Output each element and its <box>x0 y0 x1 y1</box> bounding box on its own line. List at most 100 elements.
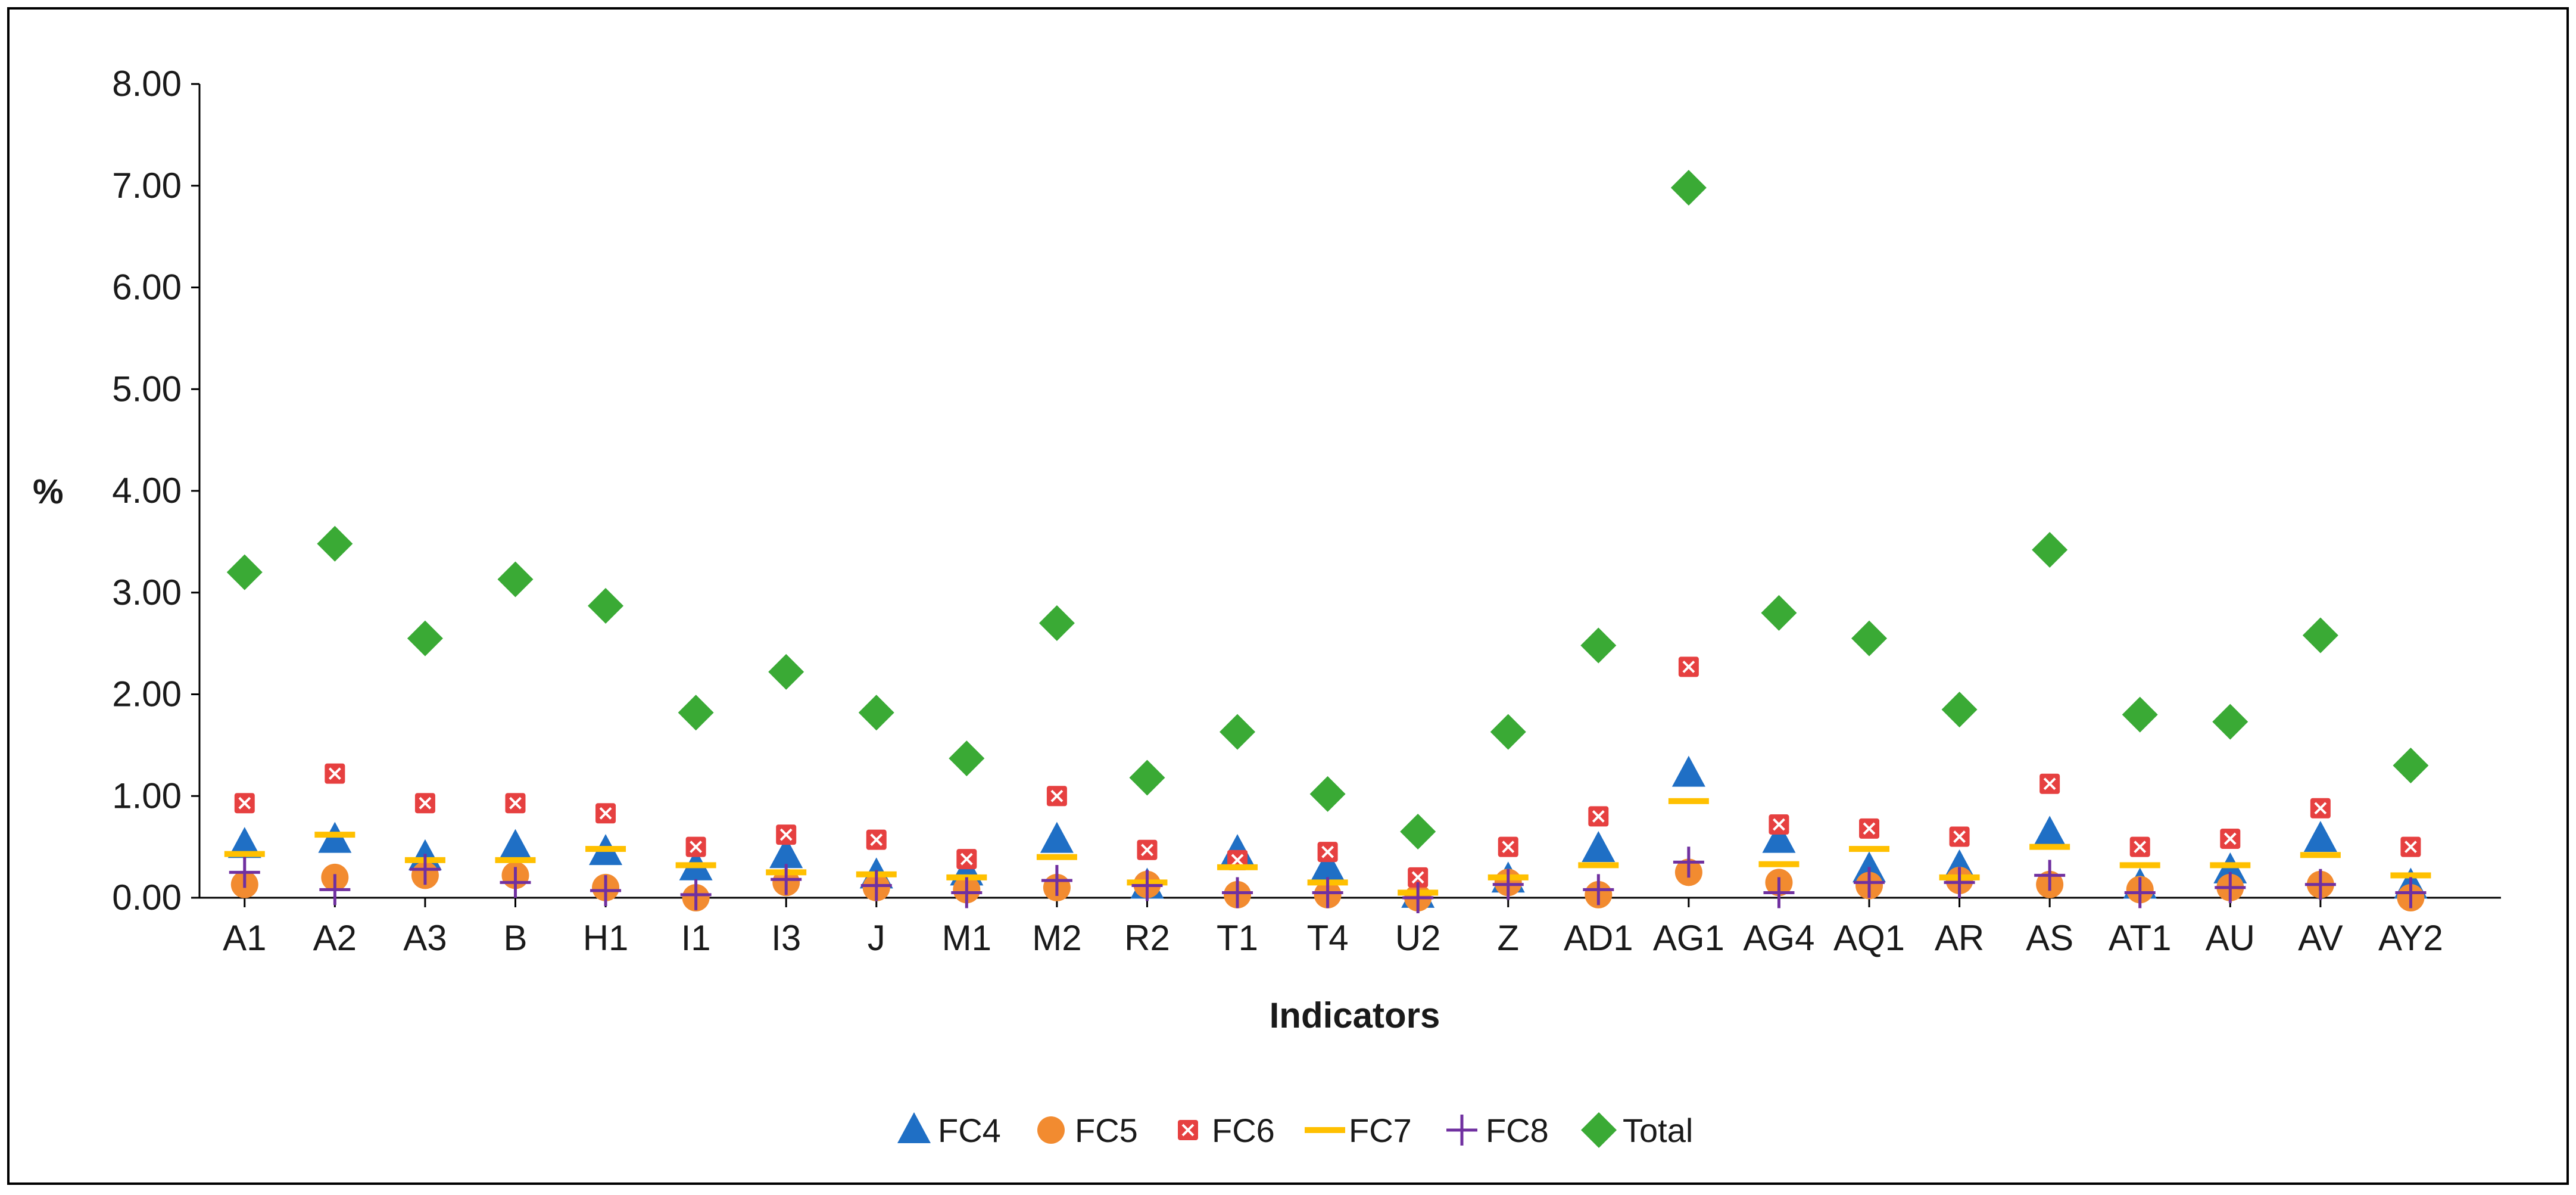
x-tick-label: AR <box>1935 918 1984 958</box>
x-tick-label: A2 <box>313 918 357 958</box>
x-tick-label: A1 <box>223 918 266 958</box>
point-fc6-m1 <box>956 849 977 870</box>
point-total-ay2 <box>2393 748 2429 784</box>
legend-marker-fc6 <box>1178 1120 1198 1140</box>
x-tick-label: T1 <box>1217 918 1258 958</box>
point-fc6-aq1-x <box>1863 822 1876 835</box>
point-fc6-a2-x <box>328 767 341 780</box>
point-total-ar <box>1941 692 1978 728</box>
point-fc6-j <box>866 829 887 850</box>
x-tick-label: Z <box>1497 918 1519 958</box>
point-fc6-au-x <box>2223 832 2237 845</box>
point-fc6-ag4 <box>1769 814 1789 835</box>
point-fc7-aq1 <box>1849 846 1890 852</box>
point-fc6-ag4-x <box>1773 818 1785 831</box>
x-tick-label: R2 <box>1124 918 1170 958</box>
legend: FC4 FC5 FC6 FC7 FC8 Total <box>897 1112 1693 1149</box>
legend-item-fc8: FC8 <box>1446 1112 1549 1149</box>
point-fc7-h1 <box>585 846 626 852</box>
legend-item-fc5: FC5 <box>1037 1112 1138 1149</box>
point-fc4-t4 <box>1311 849 1345 880</box>
point-fc4-m2 <box>1040 821 1074 853</box>
point-fc6-u2 <box>1408 867 1429 888</box>
point-fc7-ag4 <box>1758 861 1800 867</box>
x-tick-label: U2 <box>1395 918 1441 958</box>
point-fc8-a2 <box>319 874 351 905</box>
point-fc8-t1 <box>1222 877 1253 908</box>
series-total <box>226 170 2429 850</box>
point-fc4-i3 <box>769 837 803 869</box>
x-tick-label: H1 <box>583 918 629 958</box>
point-fc6-ad1 <box>1588 806 1609 827</box>
point-fc8-a1 <box>229 857 260 888</box>
x-tick-label: AY2 <box>2378 918 2443 958</box>
point-total-aq1 <box>1851 620 1888 656</box>
point-fc7-a1 <box>224 851 265 857</box>
x-tick-label: A3 <box>403 918 447 958</box>
x-tick-label: AG4 <box>1743 918 1814 958</box>
point-fc7-au <box>2210 862 2251 869</box>
point-total-au <box>2212 704 2248 740</box>
point-fc6-as-x <box>2043 777 2056 791</box>
point-fc8-j <box>860 870 892 901</box>
point-fc8-z <box>1492 869 1524 900</box>
point-fc4-b <box>498 829 532 860</box>
point-total-t4 <box>1309 776 1346 812</box>
y-tick-label: 5.00 <box>112 369 182 409</box>
point-fc6-a1-x <box>238 796 251 810</box>
point-total-ag1 <box>1670 170 1707 206</box>
point-fc6-i1 <box>685 836 706 857</box>
point-fc6-a2 <box>325 763 345 784</box>
point-fc7-ad1 <box>1578 862 1619 869</box>
point-fc6-i3-x <box>779 828 793 841</box>
point-total-ag4 <box>1761 595 1797 631</box>
x-tick-label: AS <box>2026 918 2073 958</box>
x-tick-label: AV <box>2298 918 2343 958</box>
point-fc7-t1 <box>1217 864 1258 870</box>
point-fc6-a1 <box>234 793 255 814</box>
y-tick-label: 0.00 <box>112 877 182 917</box>
legend-item-fc7: FC7 <box>1305 1112 1412 1149</box>
point-total-h1 <box>588 587 624 624</box>
x-tick-label: B <box>503 918 527 958</box>
point-fc4-av <box>2303 820 2337 852</box>
point-fc4-aq1 <box>1853 851 1886 883</box>
legend-marker-fc6-x <box>1181 1124 1195 1137</box>
point-fc8-ag4 <box>1763 877 1795 908</box>
point-fc8-m2 <box>1041 864 1072 896</box>
legend-label: Total <box>1623 1112 1693 1149</box>
point-fc6-as <box>2039 773 2060 794</box>
point-fc6-i3 <box>776 824 797 845</box>
legend-label: FC8 <box>1486 1112 1549 1149</box>
x-tick-label: AT1 <box>2109 918 2172 958</box>
point-fc6-ag1-x <box>1682 660 1695 673</box>
point-fc8-u2 <box>1402 882 1434 913</box>
y-tick-label: 6.00 <box>112 267 182 307</box>
point-fc8-au <box>2215 872 2246 903</box>
point-fc6-ag1 <box>1678 656 1699 677</box>
legend-item-fc6: FC6 <box>1178 1112 1275 1149</box>
point-total-av <box>2302 617 2338 653</box>
legend-label: FC6 <box>1212 1112 1275 1149</box>
point-fc8-at1 <box>2124 877 2156 908</box>
point-fc7-ag1 <box>1668 798 1709 804</box>
point-fc6-ar <box>1949 826 1970 847</box>
point-fc8-b <box>500 867 531 898</box>
legend-marker-fc8 <box>1446 1115 1477 1146</box>
y-tick-label: 3.00 <box>112 572 182 612</box>
point-total-m1 <box>949 740 985 777</box>
point-fc6-r2 <box>1137 839 1158 860</box>
x-tick-label: AU <box>2206 918 2255 958</box>
point-fc6-av-x <box>2314 802 2327 815</box>
point-fc8-h1 <box>590 875 622 907</box>
chart-border <box>7 7 2569 1185</box>
legend-marker-fc4 <box>897 1112 931 1143</box>
x-tick-label: T4 <box>1307 918 1349 958</box>
y-tick-label: 2.00 <box>112 674 182 714</box>
y-tick-label: 8.00 <box>112 64 182 104</box>
point-total-a3 <box>407 620 443 656</box>
point-fc7-i1 <box>675 862 716 869</box>
point-fc8-r2 <box>1131 870 1163 901</box>
